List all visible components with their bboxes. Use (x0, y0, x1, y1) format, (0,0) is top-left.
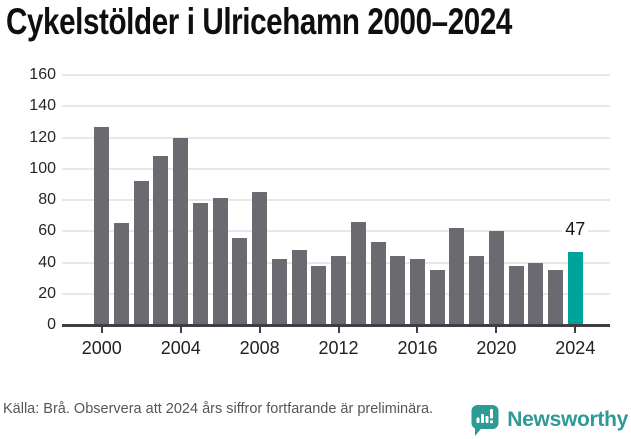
bar-2002 (133, 181, 149, 325)
bar-2023 (548, 270, 564, 325)
y-tick-label: 120 (29, 128, 56, 146)
bar-2008 (252, 192, 268, 325)
bar-2009 (271, 259, 287, 325)
x-axis-tick (416, 326, 419, 333)
source-note: Källa: Brå. Observera att 2024 års siffr… (3, 401, 434, 417)
gridline-100 (62, 167, 610, 170)
bar-2012 (331, 256, 347, 325)
bar-2003 (153, 156, 169, 325)
bar-value-label: 47 (562, 219, 589, 240)
x-tick-label: 2016 (397, 338, 438, 358)
y-tick-label: 80 (38, 191, 56, 208)
x-tick-label: 2012 (318, 338, 359, 358)
bar-2016 (409, 259, 425, 325)
y-tick-label: 160 (29, 66, 56, 83)
chart-title: Cykelstölder i Ulricehamn 2000–2024 (6, 1, 512, 42)
bar-2007 (232, 237, 248, 325)
y-tick-label: 140 (29, 97, 56, 115)
bar-2014 (370, 242, 386, 325)
x-tick-label: 2000 (81, 338, 122, 358)
y-tick-label: 100 (29, 159, 56, 177)
bar-2010 (291, 250, 307, 325)
newsworthy-logo-text: Newsworthy (507, 407, 628, 431)
newsworthy-logo: Newsworthy (470, 403, 628, 436)
y-tick-label: 40 (38, 253, 56, 271)
bar-2024 (567, 251, 583, 325)
bar-2015 (390, 256, 406, 325)
bar-2005 (192, 203, 208, 325)
bar-2011 (311, 265, 327, 325)
gridline-80 (62, 199, 610, 201)
bar-2022 (528, 262, 544, 325)
gridline-160 (62, 74, 610, 76)
gridline-120 (62, 136, 610, 139)
bar-2018 (449, 228, 465, 325)
x-axis-tick (574, 326, 577, 333)
x-axis-tick (337, 326, 340, 333)
newsworthy-logo-icon (470, 403, 500, 436)
bar-2019 (469, 256, 485, 325)
y-tick-label: 20 (38, 284, 56, 302)
bar-chart: 0 20 40 60 80 100 120 140 160 2000 2004 2008 2012 201… (29, 66, 610, 358)
bar-2021 (508, 265, 524, 325)
bar-2004 (173, 137, 189, 325)
x-axis-tick (179, 326, 182, 333)
y-tick-label: 0 (47, 316, 56, 333)
x-axis-tick (258, 326, 261, 333)
x-tick-label: 2020 (476, 338, 517, 358)
bar-2013 (350, 221, 366, 325)
gridline-60 (62, 230, 610, 233)
x-tick-label: 2024 (555, 338, 596, 358)
x-tick-label: 2008 (239, 338, 280, 358)
x-axis-tick (100, 326, 103, 333)
x-tick-label: 2004 (160, 338, 201, 358)
bar-2001 (114, 223, 130, 325)
gridline-140 (62, 105, 610, 108)
bar-2000 (94, 126, 110, 325)
bar-2020 (488, 231, 504, 325)
x-axis-line (62, 324, 610, 327)
x-axis-tick (495, 326, 498, 333)
bar-2017 (429, 270, 445, 325)
bar-2006 (212, 198, 228, 325)
y-tick-label: 60 (38, 222, 56, 240)
